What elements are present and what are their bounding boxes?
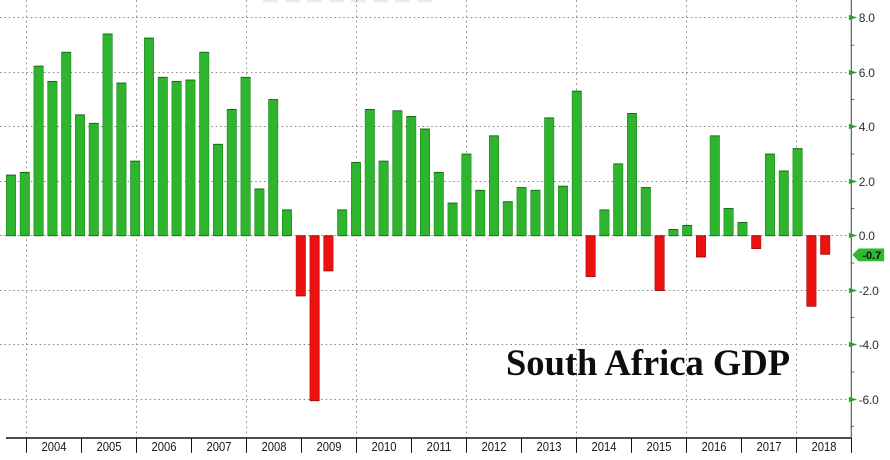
svg-text:South Africa GDP: South Africa GDP [506, 343, 790, 384]
svg-text:-6.0: -6.0 [859, 393, 879, 407]
svg-text:-2.0: -2.0 [859, 284, 879, 298]
svg-text:2018: 2018 [812, 439, 837, 454]
svg-text:2012: 2012 [482, 439, 507, 454]
svg-text:2011: 2011 [427, 439, 452, 454]
svg-text:6.0: 6.0 [859, 66, 876, 80]
svg-text:0.0: 0.0 [859, 229, 876, 243]
svg-text:2016: 2016 [702, 439, 727, 454]
svg-text:2014: 2014 [592, 439, 617, 454]
svg-text:-0.7: -0.7 [862, 250, 881, 262]
svg-text:2015: 2015 [647, 439, 672, 454]
svg-text:2008: 2008 [262, 439, 287, 454]
svg-text:2004: 2004 [42, 439, 67, 454]
svg-text:8.0: 8.0 [859, 11, 876, 25]
svg-text:2006: 2006 [152, 439, 177, 454]
svg-text:2010: 2010 [372, 439, 397, 454]
svg-text:2017: 2017 [757, 439, 782, 454]
svg-text:2005: 2005 [97, 439, 122, 454]
svg-text:4.0: 4.0 [859, 120, 876, 134]
svg-text:2009: 2009 [317, 439, 342, 454]
svg-text:2007: 2007 [207, 439, 232, 454]
svg-text:2013: 2013 [537, 439, 562, 454]
svg-text:2.0: 2.0 [859, 175, 876, 189]
svg-text:-4.0: -4.0 [859, 338, 879, 352]
